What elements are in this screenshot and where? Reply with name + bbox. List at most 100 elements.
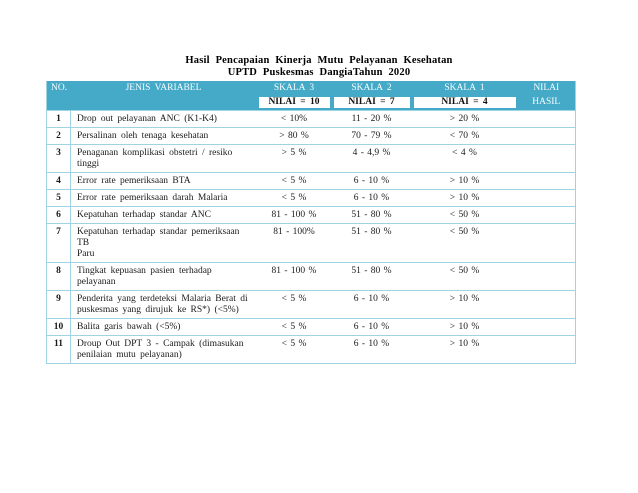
skala2-cell: 6 - 10 % [331, 172, 412, 190]
skala2-cell: 4 - 4,9 % [331, 144, 412, 173]
nilai-hasil-cell [517, 206, 576, 224]
skala3-cell: > 80 % [256, 127, 332, 145]
row-number-cell: 7 [46, 223, 71, 263]
header-skala-2: SKALA 2 [331, 81, 412, 95]
row-number-cell: 4 [46, 172, 71, 190]
variable-cell: Persalinan oleh tenaga kesehatan [70, 127, 257, 145]
skala2-cell: 51 - 80 % [331, 206, 412, 224]
nilai-7-box: NILAI = 7 [333, 96, 410, 108]
nilai-hasil-cell [517, 110, 576, 128]
variable-cell: Kepatuhan terhadap standar pemeriksaan T… [70, 223, 257, 263]
header-skala-1: SKALA 1 [411, 81, 518, 95]
skala2-cell: 70 - 79 % [331, 127, 412, 145]
row-number-cell: 2 [46, 127, 71, 145]
header-hasil: HASIL [517, 95, 576, 111]
table-row: 8 Tingkat kepuasan pasien terhadap pelay… [46, 262, 576, 291]
variable-cell: Drop out pelayanan ANC (K1-K4) [70, 110, 257, 128]
table-row: 5 Error rate pemeriksaan darah Malaria <… [46, 189, 576, 207]
table-header: NO. JENIS VARIABEL SKALA 3 SKALA 2 SKALA… [46, 81, 576, 111]
skala2-cell: 11 - 20 % [331, 110, 412, 128]
skala3-cell: > 5 % [256, 144, 332, 173]
nilai-hasil-cell [517, 144, 576, 173]
table-row: 4 Error rate pemeriksaan BTA < 5 % 6 - 1… [46, 172, 576, 190]
nilai-hasil-cell [517, 318, 576, 336]
row-number-cell: 10 [46, 318, 71, 336]
skala3-cell: < 5 % [256, 318, 332, 336]
table-row: 3 Penaganan komplikasi obstetri / resiko… [46, 144, 576, 173]
table-row: 1 Drop out pelayanan ANC (K1-K4) < 10% 1… [46, 110, 576, 128]
skala1-cell: > 10 % [411, 172, 518, 190]
table-row: 7 Kepatuhan terhadap standar pemeriksaan… [46, 223, 576, 263]
row-number-cell: 3 [46, 144, 71, 173]
table-body: 1 Drop out pelayanan ANC (K1-K4) < 10% 1… [46, 110, 576, 364]
header-jenis-variabel: JENIS VARIABEL [70, 81, 257, 95]
skala3-cell: < 5 % [256, 172, 332, 190]
nilai-hasil-cell [517, 127, 576, 145]
row-number-cell: 11 [46, 335, 71, 364]
table-row: 9 Penderita yang terdeteksi Malaria Bera… [46, 290, 576, 319]
skala1-cell: < 70 % [411, 127, 518, 145]
nilai-hasil-cell [517, 335, 576, 364]
skala2-cell: 6 - 10 % [331, 189, 412, 207]
title-line-1: Hasil Pencapaian Kinerja Mutu Pelayanan … [185, 55, 453, 66]
row-number-cell: 1 [46, 110, 71, 128]
skala1-cell: > 10 % [411, 318, 518, 336]
variable-cell: Tingkat kepuasan pasien terhadap pelayan… [70, 262, 257, 291]
skala1-cell: > 10 % [411, 189, 518, 207]
skala3-cell: 81 - 100 % [256, 262, 332, 291]
table-row: 2 Persalinan oleh tenaga kesehatan > 80 … [46, 127, 576, 145]
header-no-spacer [46, 95, 71, 111]
variable-cell: Error rate pemeriksaan darah Malaria [70, 189, 257, 207]
skala1-cell: > 20 % [411, 110, 518, 128]
skala3-cell: < 5 % [256, 335, 332, 364]
header-row-1: NO. JENIS VARIABEL SKALA 3 SKALA 2 SKALA… [46, 81, 576, 95]
row-number-cell: 5 [46, 189, 71, 207]
variable-cell: Error rate pemeriksaan BTA [70, 172, 257, 190]
header-no: NO. [46, 81, 71, 95]
nilai-hasil-cell [517, 290, 576, 319]
header-nilai: NILAI [517, 81, 576, 95]
performance-table: NO. JENIS VARIABEL SKALA 3 SKALA 2 SKALA… [46, 81, 576, 364]
skala2-cell: 6 - 10 % [331, 290, 412, 319]
nilai-10-box: NILAI = 10 [258, 96, 330, 108]
subheader-skala-3: NILAI = 10 [256, 95, 332, 111]
skala1-cell: > 10 % [411, 335, 518, 364]
row-number-cell: 8 [46, 262, 71, 291]
variable-cell: Penaganan komplikasi obstetri / resiko t… [70, 144, 257, 173]
table-row: 11 Droup Out DPT 3 - Campak (dimasukan p… [46, 335, 576, 364]
nilai-hasil-cell [517, 172, 576, 190]
skala3-cell: 81 - 100 % [256, 206, 332, 224]
variable-cell: Penderita yang terdeteksi Malaria Berat … [70, 290, 257, 319]
nilai-4-box: NILAI = 4 [413, 96, 516, 108]
skala1-cell: < 50 % [411, 206, 518, 224]
skala2-cell: 51 - 80 % [331, 223, 412, 263]
title-line-2: UPTD Puskesmas DangiaTahun 2020 [227, 67, 411, 78]
variable-cell: Kepatuhan terhadap standar ANC [70, 206, 257, 224]
skala2-cell: 6 - 10 % [331, 335, 412, 364]
header-skala-3: SKALA 3 [256, 81, 332, 95]
nilai-hasil-cell [517, 223, 576, 263]
skala1-cell: < 4 % [411, 144, 518, 173]
table-row: 6 Kepatuhan terhadap standar ANC 81 - 10… [46, 206, 576, 224]
skala1-cell: < 50 % [411, 262, 518, 291]
document-title: Hasil Pencapaian Kinerja Mutu Pelayanan … [0, 0, 638, 79]
skala3-cell: < 10% [256, 110, 332, 128]
nilai-hasil-cell [517, 262, 576, 291]
skala3-cell: 81 - 100% [256, 223, 332, 263]
subheader-skala-2: NILAI = 7 [331, 95, 412, 111]
skala1-cell: < 50 % [411, 223, 518, 263]
row-number-cell: 6 [46, 206, 71, 224]
nilai-hasil-cell [517, 189, 576, 207]
table-row: 10 Balita garis bawah (<5%) < 5 % 6 - 10… [46, 318, 576, 336]
subheader-skala-1: NILAI = 4 [411, 95, 518, 111]
header-row-2: NILAI = 10 NILAI = 7 NILAI = 4 HASIL [46, 95, 576, 111]
skala3-cell: < 5 % [256, 290, 332, 319]
variable-cell: Balita garis bawah (<5%) [70, 318, 257, 336]
skala2-cell: 6 - 10 % [331, 318, 412, 336]
skala3-cell: < 5 % [256, 189, 332, 207]
skala1-cell: > 10 % [411, 290, 518, 319]
row-number-cell: 9 [46, 290, 71, 319]
skala2-cell: 51 - 80 % [331, 262, 412, 291]
variable-cell: Droup Out DPT 3 - Campak (dimasukan peni… [70, 335, 257, 364]
